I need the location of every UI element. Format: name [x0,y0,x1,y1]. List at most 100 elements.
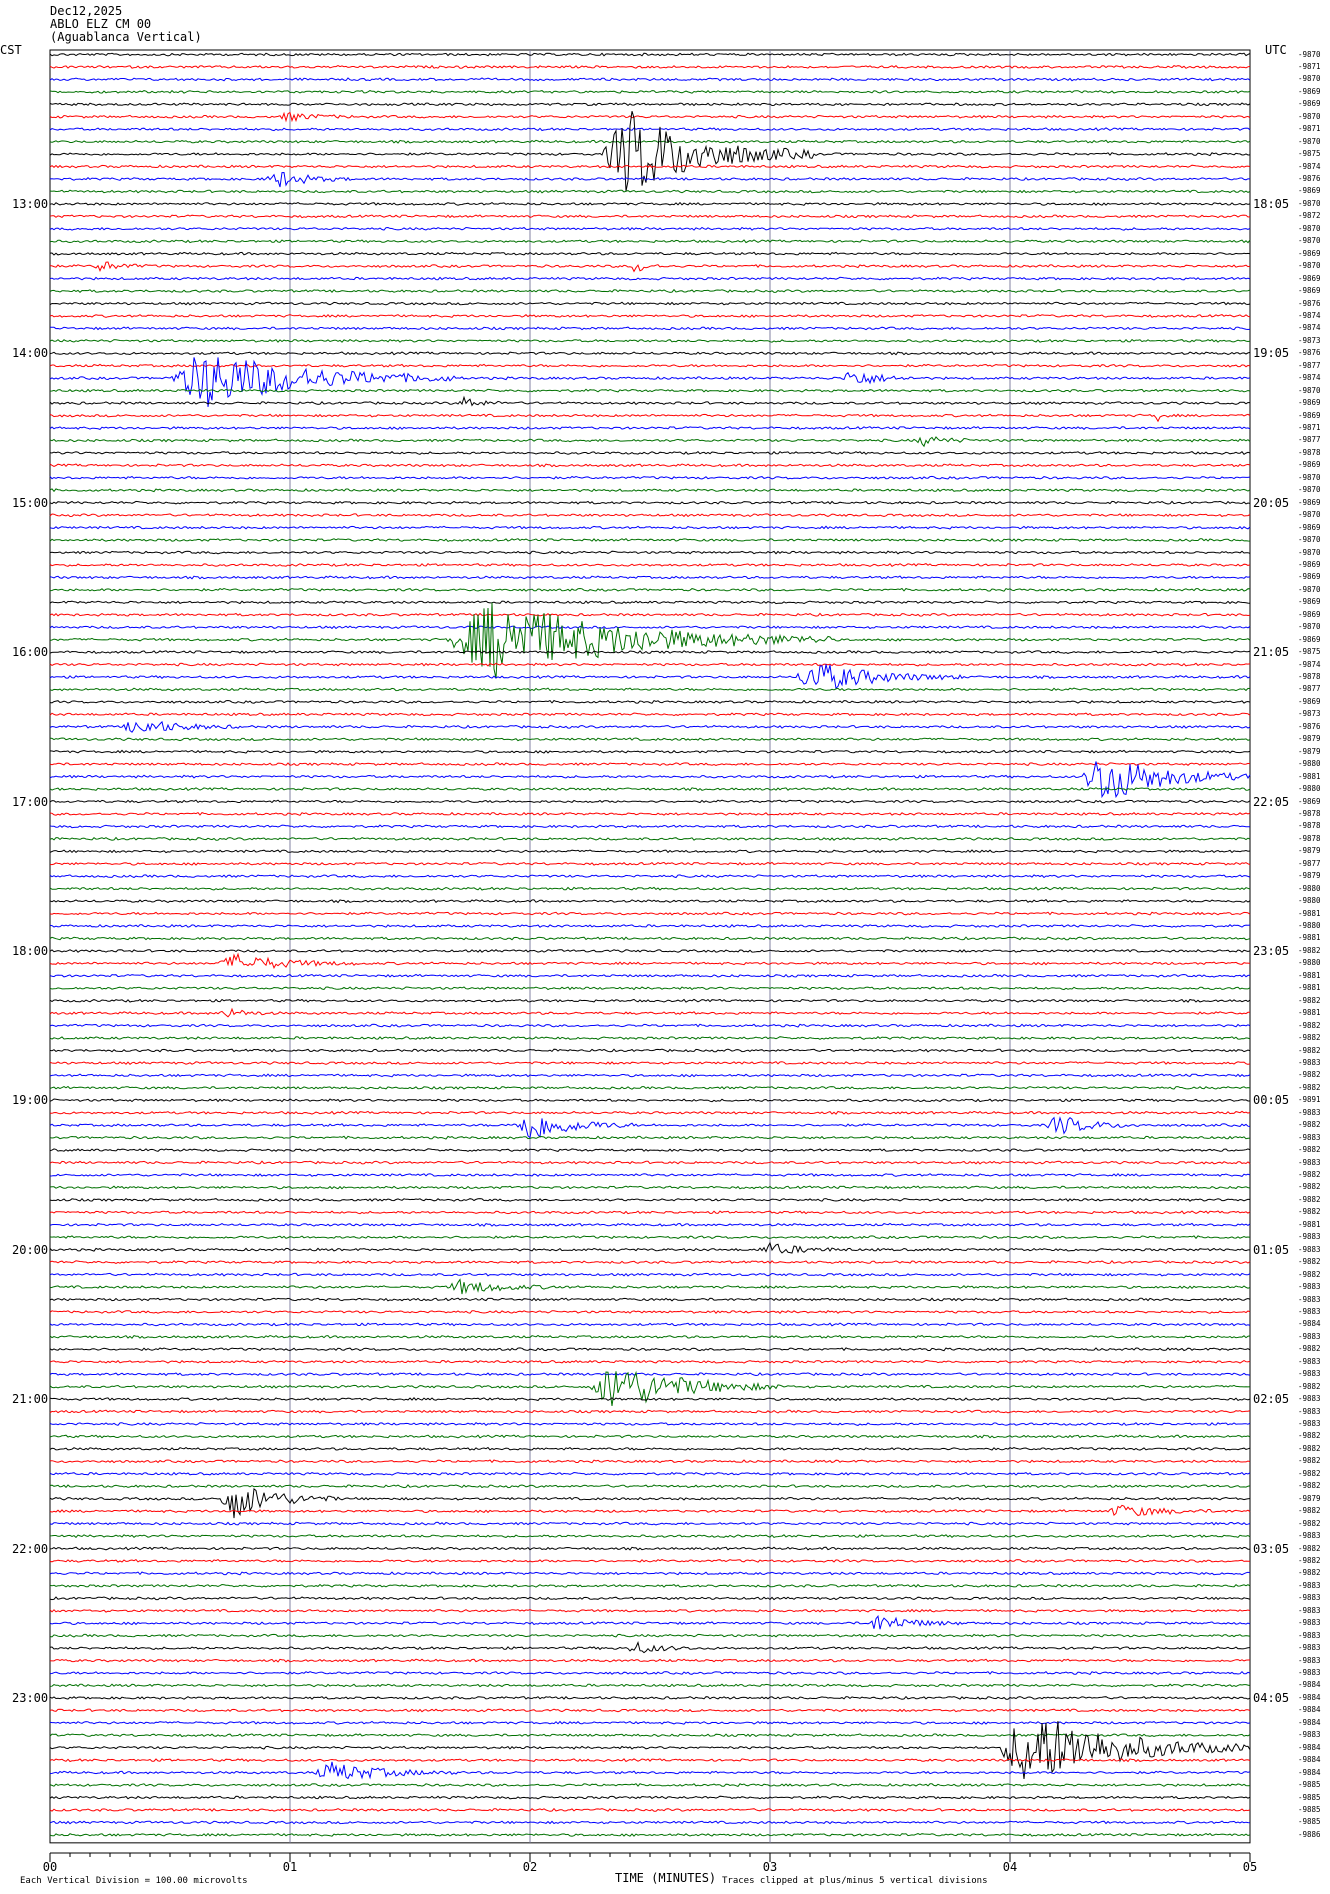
trace-offset-label: -9876 [1298,174,1321,183]
trace-offset-label: -9870 [1298,584,1321,594]
trace-24 [49,351,1251,356]
trace-107 [49,1370,1251,1406]
trace-offset-label: -9879 [1298,746,1321,756]
trace-offset-label: -9882 [1298,1456,1321,1466]
trace-114 [49,1471,1251,1476]
trace-offset-label: -9883 [1298,1331,1321,1341]
left-hour-label: 20:00 [12,1242,49,1257]
trace-offset-label: -9870 [1298,510,1321,520]
trace-offset-label: -9870 [1298,622,1321,632]
trace-57 [49,762,1251,767]
trace-10 [49,171,1251,188]
trace-offset-label: -9871 [1298,61,1321,71]
trace-137 [49,1758,1251,1763]
trace-4 [49,102,1251,107]
trace-offset-label: -9885 [1298,1817,1321,1827]
trace-offset-label: -9880 [1298,896,1321,906]
trace-offset-label: -9870 [1298,49,1321,59]
trace-13 [49,214,1251,219]
right-hour-label: 04:05 [1253,1690,1290,1705]
trace-offset-label: -9882 [1298,1518,1321,1528]
trace-offset-label: -9883 [1298,1132,1321,1142]
trace-offset-label: -9883 [1298,1580,1321,1590]
trace-38 [49,525,1251,530]
trace-138 [49,1761,1251,1780]
trace-0 [49,52,1251,57]
trace-offset-label: -9869 [1298,609,1321,619]
left-hour-label: 14:00 [12,346,49,361]
trace-offset-label: -9883 [1298,1232,1321,1242]
trace-offset-label: -9881 [1298,933,1321,943]
trace-offset-label: -9874 [1298,373,1321,383]
trace-134 [49,1720,1251,1725]
trace-32 [49,450,1251,455]
trace-128 [49,1640,1251,1654]
trace-offset-label: -9869 [1298,273,1321,283]
trace-131 [49,1683,1251,1688]
trace-offset-label: -9884 [1298,1692,1321,1702]
trace-offset-label: -9882 [1298,1194,1321,1204]
trace-46 [49,625,1251,630]
header-date: Dec12,2025 [50,4,123,18]
trace-118 [49,1521,1251,1526]
trace-offset-label: -9874 [1298,659,1321,669]
trace-36 [49,500,1251,505]
trace-offset-label: -9876 [1298,348,1321,358]
trace-74 [49,973,1251,978]
trace-133 [49,1708,1251,1713]
trace-77 [49,1007,1250,1018]
clip-note: Traces clipped at plus/minus 5 vertical … [722,1876,988,1886]
division-note: Each Vertical Division = 100.00 microvol… [20,1876,248,1886]
trace-offset-label: -9869 [1298,696,1321,706]
trace-89 [49,1160,1251,1165]
x-tick-label: 05 [1243,1860,1257,1874]
trace-70 [49,923,1251,928]
trace-offset-label: -9874 [1298,161,1321,171]
left-hour-label: 22:00 [12,1541,49,1556]
trace-offset-label: -9884 [1298,1680,1321,1690]
trace-102 [49,1322,1251,1327]
trace-offset-label: -9883 [1298,1643,1321,1653]
trace-65 [49,861,1251,866]
x-axis-label: TIME (MINUTES) [615,1871,717,1885]
trace-offset-label: -9885 [1298,1780,1321,1790]
trace-124 [49,1596,1251,1601]
trace-98 [49,1272,1251,1277]
trace-47 [49,602,1251,679]
trace-91 [49,1185,1251,1190]
trace-28 [49,395,1251,407]
trace-offset-label: -9882 [1298,1555,1321,1565]
trace-103 [49,1334,1251,1339]
trace-58 [49,761,1251,799]
trace-122 [49,1571,1251,1576]
trace-offset-label: -9881 [1298,970,1321,980]
trace-offset-label: -9882 [1298,1033,1321,1043]
trace-67 [49,886,1251,891]
x-tick-label: 03 [763,1860,777,1874]
trace-115 [49,1484,1251,1489]
trace-31 [49,436,1251,448]
trace-offset-label: -9884 [1298,1742,1321,1752]
trace-136 [49,1721,1251,1780]
trace-125 [49,1608,1251,1613]
trace-offset-label: -9883 [1298,1282,1321,1292]
trace-offset-label: -9891 [1298,1095,1321,1105]
header-station: ABLO ELZ CM 00 [50,17,152,31]
trace-60 [49,799,1251,804]
trace-63 [49,836,1251,841]
left-zone-label: CST [0,43,22,57]
trace-offset-label: -9877 [1298,435,1321,445]
trace-66 [49,874,1251,879]
trace-53 [49,712,1251,717]
trace-82 [49,1073,1251,1078]
left-hour-label: 18:00 [12,943,49,958]
x-tick-label: 04 [1003,1860,1017,1874]
trace-79 [49,1036,1251,1040]
trace-126 [49,1614,1251,1630]
trace-9 [49,164,1251,169]
trace-40 [49,550,1251,555]
trace-offset-label: -9884 [1298,1717,1321,1727]
right-hour-label: 03:05 [1253,1541,1290,1556]
trace-129 [49,1658,1250,1663]
